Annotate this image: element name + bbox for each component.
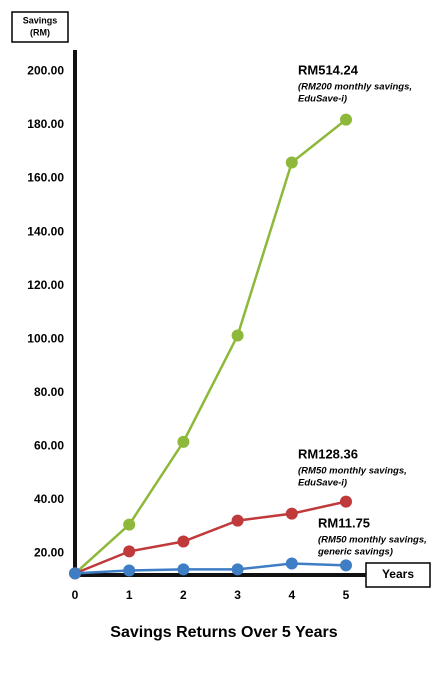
x-tick-label: 0	[72, 588, 79, 602]
data-point	[177, 563, 190, 576]
annotation-title: RM11.75	[318, 515, 370, 530]
x-tick-label: 4	[288, 588, 295, 602]
y-tick-label: 160.00	[27, 171, 64, 185]
y-tick-label: 140.00	[27, 224, 64, 238]
x-tick-label: 5	[343, 588, 350, 602]
y-tick-label: 40.00	[34, 492, 64, 506]
data-point	[69, 567, 81, 580]
y-tick-label: 180.00	[27, 117, 64, 131]
y-tick-label: 200.00	[27, 64, 64, 78]
data-point	[123, 518, 136, 531]
y-tick-label: 120.00	[27, 278, 64, 292]
data-point	[231, 514, 244, 527]
annotation-note: (RM50 monthly savings,	[298, 466, 407, 477]
annotation-title: RM514.24	[298, 62, 359, 77]
annotation-note: (RM200 monthly savings,	[298, 82, 412, 93]
data-point	[285, 156, 298, 169]
data-point	[285, 507, 298, 520]
data-point	[340, 113, 352, 126]
chart-title: Savings Returns Over 5 Years	[110, 624, 337, 641]
series-line	[74, 500, 347, 575]
data-point	[177, 435, 190, 448]
x-tick-label: 1	[126, 588, 133, 602]
x-tick-label: 2	[180, 588, 187, 602]
y-label-box	[11, 11, 69, 43]
series-line	[74, 562, 347, 575]
y-axis-label: Savings	[23, 15, 58, 25]
annotation-note: generic savings)	[317, 547, 393, 558]
y-tick-label: 100.00	[27, 331, 64, 345]
annotation-note: EduSave-i)	[298, 478, 347, 489]
data-point	[123, 564, 136, 577]
y-tick-label: 20.00	[34, 546, 64, 560]
y-tick-label: 60.00	[34, 439, 64, 453]
annotation-note: (RM50 monthly savings,	[318, 535, 427, 546]
data-point	[177, 535, 190, 548]
data-point	[231, 563, 244, 576]
data-point	[231, 329, 244, 342]
x-tick-label: 3	[234, 588, 241, 602]
x-axis-label: Years	[382, 567, 414, 581]
data-point	[285, 557, 298, 570]
series-line	[74, 118, 347, 575]
data-point	[123, 545, 136, 558]
x-label-box	[365, 562, 431, 588]
annotation-title: RM128.36	[298, 446, 358, 461]
data-point	[340, 495, 352, 508]
y-axis-label: (RM)	[30, 27, 50, 37]
y-tick-label: 80.00	[34, 385, 64, 399]
annotation-note: EduSave-i)	[298, 94, 347, 105]
data-point	[340, 559, 352, 572]
